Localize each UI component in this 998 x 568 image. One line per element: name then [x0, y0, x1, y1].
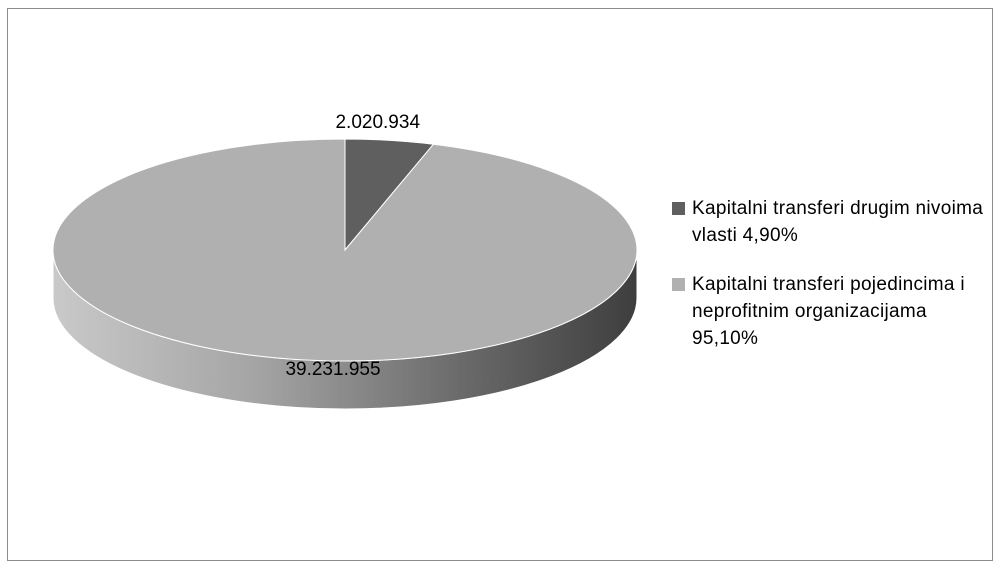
- data-label-0: 2.020.934: [335, 112, 420, 133]
- legend-label: Kapitalni transferi drugim nivoima vlast…: [692, 198, 984, 246]
- legend: Kapitalni transferi drugim nivoima vlast…: [672, 195, 990, 374]
- legend-label: Kapitalni transferi pojedincima i neprof…: [692, 274, 965, 349]
- legend-item: Kapitalni transferi pojedincima i neprof…: [672, 271, 990, 352]
- legend-item: Kapitalni transferi drugim nivoima vlast…: [672, 195, 990, 249]
- legend-swatch-light: [672, 278, 685, 291]
- pie-slice-1: [52, 138, 638, 362]
- legend-swatch-dark: [672, 202, 685, 215]
- data-label-1: 39.231.955: [285, 359, 380, 380]
